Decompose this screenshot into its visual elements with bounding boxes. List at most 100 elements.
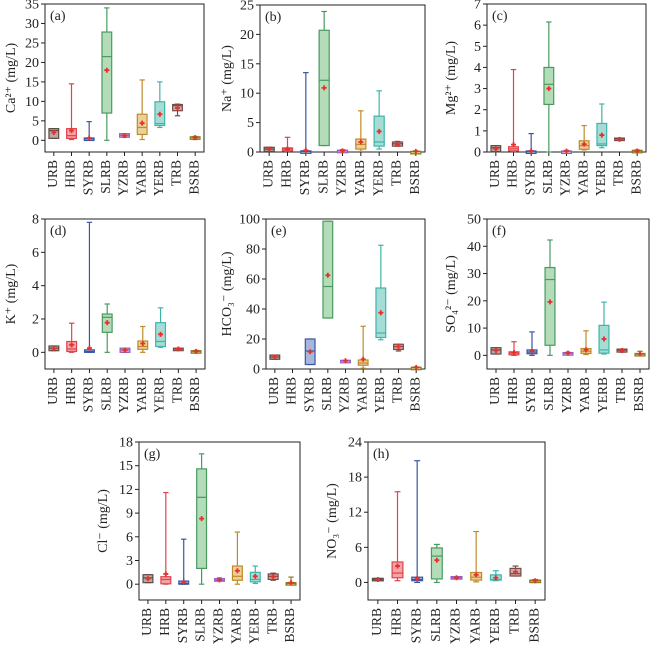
iqr-box xyxy=(430,547,443,580)
x-tick-label: BSRB xyxy=(631,377,646,412)
y-tick-label: 10 xyxy=(25,95,39,110)
y-tick-label: 25 xyxy=(240,0,254,14)
y-tick-label: 0 xyxy=(32,346,39,361)
box-bsrb xyxy=(529,578,542,584)
box-hrb xyxy=(281,136,294,153)
x-tick-label: TRB xyxy=(389,160,404,186)
box-trb xyxy=(616,347,628,353)
x-tick-label: TRB xyxy=(507,608,522,634)
y-axis-label: HCO₃⁻ (mg/L) xyxy=(220,251,235,336)
x-tick-label: SLRB xyxy=(98,377,113,411)
box-yerb xyxy=(249,565,261,585)
panel-g: 0 3 6 9 12 15 18 Cl⁻ (mg/L) (g) URB HRB SYRB SLRB YZR… xyxy=(96,436,301,644)
box-bsrb xyxy=(189,135,201,141)
y-tick-label: 20 xyxy=(246,333,260,348)
box-trb xyxy=(509,565,522,577)
panel-label: (g) xyxy=(144,447,161,462)
box-slrb xyxy=(318,10,330,147)
panel-label: (h) xyxy=(373,447,390,462)
y-tick-label: 10 xyxy=(240,87,254,102)
y-tick-label: 6 xyxy=(32,246,39,261)
box-hrb xyxy=(391,491,404,582)
mean-marker xyxy=(532,578,538,584)
mean-marker xyxy=(493,575,499,581)
box-yerb xyxy=(375,244,387,341)
x-tick-label: TRB xyxy=(169,377,184,403)
x-tick-label: SLRB xyxy=(428,608,443,642)
y-tick-label: 6 xyxy=(474,19,481,34)
mean-marker xyxy=(86,135,92,141)
x-tick-label: SYRB xyxy=(80,160,95,195)
mean-marker xyxy=(217,577,222,583)
x-tick-label: YERB xyxy=(372,377,387,413)
box-yzrb xyxy=(561,148,572,155)
box-syrb xyxy=(526,331,538,356)
y-tick-label: 18 xyxy=(119,436,133,451)
mean-marker xyxy=(192,135,198,141)
y-tick-label: 15 xyxy=(240,57,254,72)
x-tick-label: SLRB xyxy=(98,160,113,194)
mean-marker xyxy=(140,341,146,346)
box-yarb xyxy=(580,330,592,356)
y-tick-label: 80 xyxy=(246,243,260,258)
mean-marker xyxy=(619,347,625,353)
box-yzrb xyxy=(340,358,351,364)
box-yerb xyxy=(155,307,167,348)
box-hrb xyxy=(66,322,78,353)
box-trb xyxy=(172,346,184,352)
y-tick-label: 5 xyxy=(247,116,254,131)
x-tick-label: YARB xyxy=(352,160,367,196)
x-tick-label: URB xyxy=(487,160,502,188)
y-axis-label: Na⁺ (mg/L) xyxy=(220,45,235,112)
mean-marker xyxy=(104,320,110,326)
box-bsrb xyxy=(190,348,202,354)
mean-marker xyxy=(51,346,57,352)
iqr-box xyxy=(543,66,555,106)
mean-marker xyxy=(395,141,400,147)
y-tick-label: 30 xyxy=(25,17,39,32)
y-tick-label: 12 xyxy=(119,483,133,498)
box-bsrb xyxy=(285,576,297,586)
x-tick-label: BSRB xyxy=(407,377,422,412)
panel-e: 0 20 40 60 80 100 HCO₃⁻ (mg/L) (e) URB HRB SYRB SLR… xyxy=(220,213,426,413)
y-tick-label: 6 xyxy=(355,541,362,556)
x-tick-label: BSRB xyxy=(526,608,541,643)
y-tick-label: 24 xyxy=(348,436,362,451)
mean-marker xyxy=(376,128,382,134)
y-tick-label: 7 xyxy=(474,0,481,13)
box-hrb xyxy=(66,83,77,141)
box-urb xyxy=(490,145,502,153)
box-syrb xyxy=(83,221,95,353)
x-tick-label: YZRB xyxy=(334,160,349,196)
y-tick-label: 20 xyxy=(467,294,481,309)
mean-marker xyxy=(69,128,74,134)
mean-marker xyxy=(104,67,110,73)
mean-marker xyxy=(175,105,180,111)
y-tick-label: 4 xyxy=(474,61,481,76)
x-tick-label: HRB xyxy=(63,377,78,405)
mean-marker xyxy=(375,577,381,583)
panel-a: 0 5 10 15 20 25 30 35 Ca²⁺ (mg/L) (a) URB HRB SYRB SL… xyxy=(4,0,205,196)
mean-marker xyxy=(360,356,366,362)
box-syrb xyxy=(411,460,424,584)
x-tick-label: SLRB xyxy=(319,377,334,411)
mean-marker xyxy=(395,563,400,569)
box-yarb xyxy=(231,531,243,585)
x-tick-label: YARB xyxy=(134,377,149,413)
mean-marker xyxy=(343,358,348,364)
mean-marker xyxy=(303,147,309,153)
y-tick-label: 20 xyxy=(25,56,39,71)
iqr-box xyxy=(160,576,172,585)
x-tick-label: YZRB xyxy=(558,160,573,196)
mean-marker xyxy=(321,85,327,91)
box-trb xyxy=(393,343,404,352)
box-yerb xyxy=(489,570,502,582)
y-tick-label: 15 xyxy=(25,75,39,90)
x-tick-label: SLRB xyxy=(540,160,555,194)
box-yarb xyxy=(355,110,367,153)
box-yarb xyxy=(470,530,483,583)
mean-marker xyxy=(325,272,331,278)
x-tick-label: YERB xyxy=(370,160,385,196)
panel-label: (f) xyxy=(492,224,506,239)
plot-frame xyxy=(486,218,650,370)
